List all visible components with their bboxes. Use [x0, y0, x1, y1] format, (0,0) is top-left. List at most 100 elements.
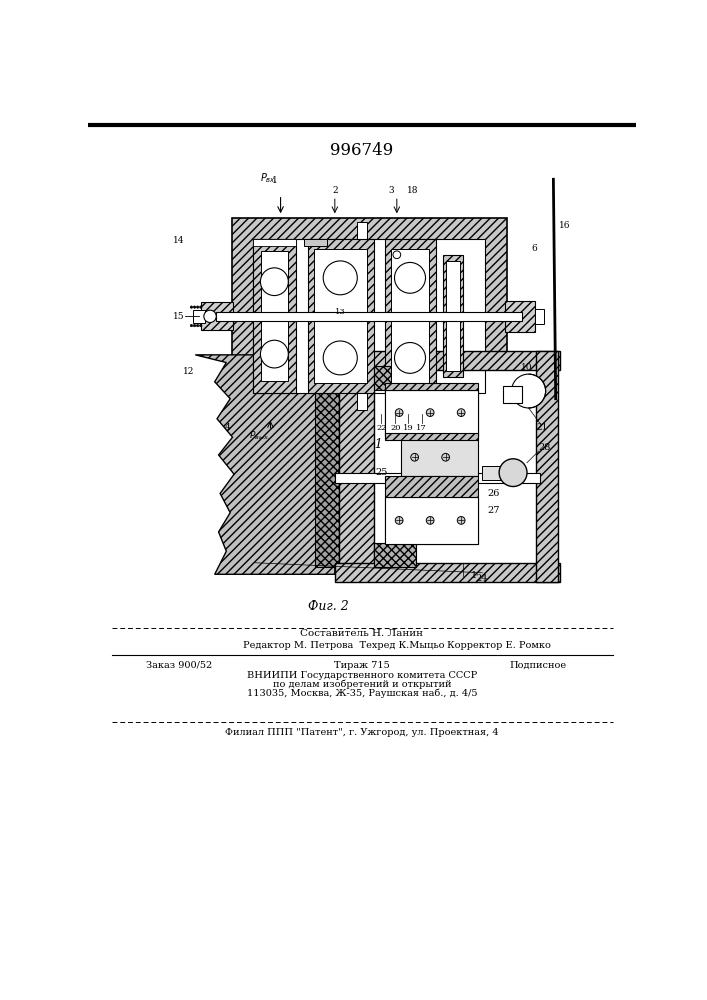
Bar	[373, 543, 416, 567]
Circle shape	[457, 517, 465, 524]
Text: Тираж 715: Тираж 715	[334, 661, 390, 670]
Bar	[253, 239, 296, 393]
Circle shape	[395, 517, 403, 524]
Circle shape	[512, 374, 546, 408]
Circle shape	[197, 324, 199, 327]
Text: 1: 1	[272, 176, 278, 185]
Circle shape	[323, 341, 357, 375]
Bar	[193, 310, 204, 323]
Circle shape	[197, 306, 199, 308]
Bar	[385, 497, 478, 544]
Text: Фиг. 2: Фиг. 2	[308, 600, 349, 613]
Text: 113035, Москва, Ж-35, Раушская наб., д. 4/5: 113035, Москва, Ж-35, Раушская наб., д. …	[247, 689, 477, 698]
Text: Составитель Н. Ланин: Составитель Н. Ланин	[300, 629, 423, 638]
Bar	[385, 389, 478, 436]
Text: Корректор Е. Ромко: Корректор Е. Ромко	[448, 641, 551, 650]
Bar	[339, 359, 373, 570]
Text: по делам изобретений и открытий: по делам изобретений и открытий	[273, 680, 451, 689]
Bar	[335, 473, 540, 483]
Bar	[335, 351, 559, 370]
Circle shape	[260, 268, 288, 296]
Bar	[401, 439, 478, 476]
Bar	[385, 389, 478, 436]
Circle shape	[199, 306, 202, 308]
Bar	[385, 497, 478, 544]
Text: Фиг. 1: Фиг. 1	[341, 438, 382, 451]
Bar	[314, 249, 367, 383]
Text: 4: 4	[225, 424, 230, 432]
Bar	[443, 255, 462, 377]
Text: Подписное: Подписное	[509, 661, 566, 670]
Bar	[308, 239, 373, 393]
Text: 26: 26	[488, 489, 500, 498]
Text: 996749: 996749	[330, 142, 394, 159]
Bar	[357, 222, 367, 410]
Bar	[216, 312, 522, 321]
Text: 6: 6	[531, 244, 537, 253]
Bar	[445, 261, 460, 371]
Circle shape	[199, 324, 202, 327]
Text: 15: 15	[173, 312, 185, 321]
Circle shape	[190, 306, 192, 308]
Bar	[391, 249, 429, 383]
Text: Редактор М. Петрова  Техред К.Мыцьо: Редактор М. Петрова Техред К.Мыцьо	[243, 641, 445, 650]
Circle shape	[442, 453, 450, 461]
Text: 3: 3	[389, 186, 395, 195]
Text: $P_{вх.}$: $P_{вх.}$	[260, 172, 278, 185]
Text: 22: 22	[376, 424, 387, 432]
Text: 16: 16	[559, 221, 571, 230]
Bar	[482, 466, 515, 480]
Bar	[385, 383, 478, 389]
Bar	[385, 476, 478, 497]
Text: 10: 10	[520, 363, 532, 372]
Text: 2: 2	[332, 186, 338, 195]
Bar	[304, 239, 327, 246]
Polygon shape	[195, 355, 335, 574]
Circle shape	[194, 324, 196, 327]
Circle shape	[260, 340, 288, 368]
Bar	[385, 433, 478, 440]
Circle shape	[499, 459, 527, 487]
Text: 12: 12	[183, 367, 195, 376]
Text: 14: 14	[173, 236, 185, 245]
Text: 20: 20	[390, 424, 401, 432]
Circle shape	[411, 453, 419, 461]
Bar	[373, 370, 537, 563]
Bar	[385, 239, 436, 393]
Text: 21: 21	[536, 424, 547, 432]
Circle shape	[204, 310, 216, 323]
Circle shape	[426, 409, 434, 416]
Text: 17: 17	[416, 424, 427, 432]
Bar	[253, 239, 296, 246]
Text: $P_{вых.}$: $P_{вых.}$	[249, 429, 270, 442]
Text: 24: 24	[476, 574, 489, 583]
Circle shape	[426, 517, 434, 524]
Circle shape	[395, 343, 426, 373]
Text: ВНИИПИ Государственного комитета СССР: ВНИИПИ Государственного комитета СССР	[247, 671, 477, 680]
Text: Заказ 900/52: Заказ 900/52	[146, 661, 213, 670]
Circle shape	[323, 261, 357, 295]
Text: 1: 1	[471, 571, 477, 580]
Bar	[506, 301, 534, 332]
Text: 28: 28	[538, 443, 550, 452]
Bar	[253, 239, 485, 393]
Bar	[373, 366, 416, 389]
Bar	[261, 251, 288, 381]
Text: 25: 25	[375, 468, 387, 477]
Circle shape	[393, 251, 401, 259]
Bar	[537, 351, 558, 582]
Bar	[315, 359, 339, 567]
Bar	[503, 386, 522, 403]
Text: 19: 19	[403, 424, 414, 432]
Bar	[335, 563, 559, 582]
Circle shape	[194, 306, 196, 308]
Text: 13: 13	[335, 308, 346, 316]
Circle shape	[190, 324, 192, 327]
Circle shape	[395, 409, 403, 416]
Text: 27: 27	[487, 506, 500, 515]
Bar	[534, 309, 544, 324]
Text: 18: 18	[407, 186, 418, 195]
Text: Филиал ППП "Патент", г. Ужгород, ул. Проектная, 4: Филиал ППП "Патент", г. Ужгород, ул. Про…	[225, 728, 498, 737]
Bar	[232, 218, 507, 414]
Circle shape	[395, 262, 426, 293]
